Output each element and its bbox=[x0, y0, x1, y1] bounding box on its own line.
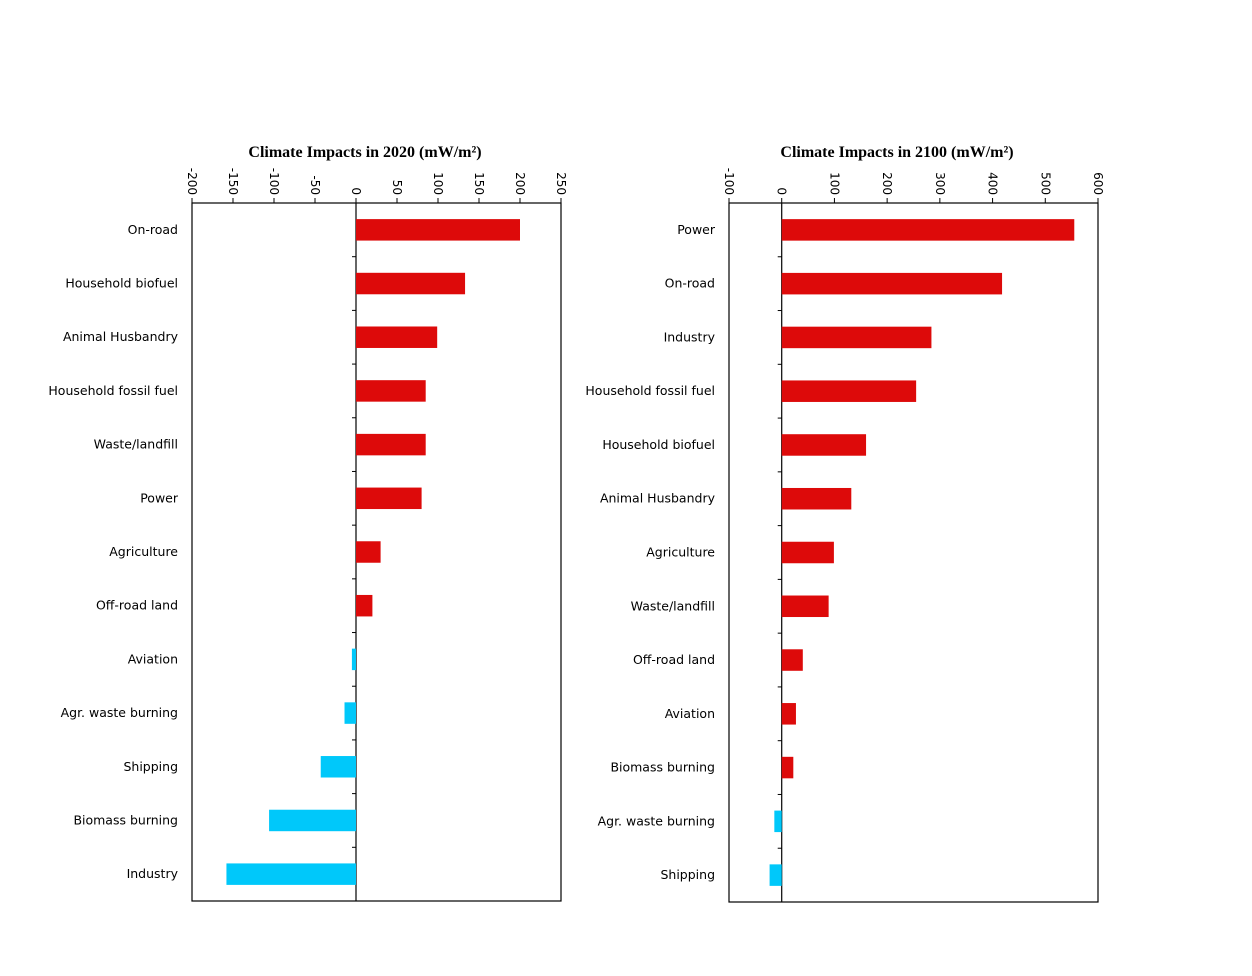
bar bbox=[781, 649, 803, 671]
category-label: Agriculture bbox=[646, 545, 715, 560]
bar bbox=[781, 326, 932, 349]
category-label: On-road bbox=[665, 276, 715, 291]
category-label: Power bbox=[677, 222, 716, 237]
category-label: Industry bbox=[127, 866, 179, 881]
bar bbox=[769, 864, 782, 886]
category-label: Off-road land bbox=[633, 652, 715, 667]
plot-frame bbox=[191, 202, 562, 902]
plot-frame bbox=[728, 202, 1099, 903]
x-tick-label: 0 bbox=[775, 187, 789, 195]
x-tick-label: -150 bbox=[226, 168, 240, 195]
bar bbox=[356, 487, 422, 510]
bar bbox=[226, 863, 356, 885]
bar bbox=[320, 756, 356, 778]
category-label: Household fossil fuel bbox=[585, 383, 715, 398]
bar bbox=[781, 272, 1003, 295]
bar bbox=[781, 703, 796, 725]
category-label: Biomass burning bbox=[73, 812, 178, 827]
chart-title: Climate Impacts in 2100 (mW/m²) bbox=[780, 144, 1013, 161]
category-label: Household biofuel bbox=[65, 276, 178, 291]
bar bbox=[781, 541, 834, 564]
x-tick-label: 250 bbox=[554, 172, 568, 195]
bar bbox=[781, 595, 829, 618]
bar bbox=[344, 702, 356, 724]
bar bbox=[356, 433, 426, 456]
category-label: Biomass burning bbox=[610, 760, 715, 775]
bar bbox=[351, 648, 356, 671]
x-tick-label: -200 bbox=[185, 168, 199, 195]
category-label: Industry bbox=[664, 329, 716, 344]
bar bbox=[781, 380, 917, 402]
category-label: Animal Husbandry bbox=[600, 491, 716, 506]
category-label: On-road bbox=[128, 222, 178, 237]
category-label: Agr. waste burning bbox=[61, 705, 178, 720]
x-tick-label: 400 bbox=[986, 172, 1000, 195]
x-tick-label: -100 bbox=[267, 168, 281, 195]
category-label: Waste/landfill bbox=[631, 598, 715, 613]
bar bbox=[269, 809, 356, 832]
x-tick-label: 200 bbox=[513, 172, 527, 195]
category-label: Off-road land bbox=[96, 598, 178, 613]
bar bbox=[781, 487, 852, 510]
category-label: Shipping bbox=[123, 759, 178, 774]
chart-title: Climate Impacts in 2020 (mW/m²) bbox=[248, 144, 481, 161]
chart-2100: Climate Impacts in 2100 (mW/m²) -100 0 100 2… bbox=[585, 144, 1105, 903]
category-label: Agriculture bbox=[109, 544, 178, 559]
x-tick-label: 500 bbox=[1038, 172, 1052, 195]
x-tick-label: 150 bbox=[472, 172, 486, 195]
x-tick-label: 300 bbox=[933, 172, 947, 195]
bar bbox=[781, 756, 794, 779]
bar bbox=[781, 219, 1075, 241]
x-tick-label: -100 bbox=[722, 168, 736, 195]
x-tick-label: 100 bbox=[827, 172, 841, 195]
category-label: Household fossil fuel bbox=[48, 383, 178, 398]
category-label: Aviation bbox=[128, 651, 178, 666]
x-tick-label: 0 bbox=[349, 187, 363, 195]
bar bbox=[356, 594, 373, 617]
chart-2020: Climate Impacts in 2020 (mW/m²) -200 -150 -… bbox=[48, 144, 568, 902]
bar bbox=[356, 380, 426, 402]
bar bbox=[781, 434, 867, 456]
bar bbox=[356, 541, 381, 563]
category-label: Animal Husbandry bbox=[63, 329, 179, 344]
x-tick-label: -50 bbox=[308, 175, 322, 195]
category-label: Power bbox=[140, 490, 179, 505]
bar bbox=[774, 810, 782, 833]
bar bbox=[356, 272, 466, 295]
category-label: Waste/landfill bbox=[94, 437, 178, 452]
category-label: Shipping bbox=[660, 867, 715, 882]
x-tick-label: 200 bbox=[880, 172, 894, 195]
bar bbox=[356, 326, 438, 348]
x-tick-label: 50 bbox=[390, 180, 404, 195]
category-label: Agr. waste burning bbox=[598, 813, 715, 828]
category-label: Aviation bbox=[665, 706, 715, 721]
category-label: Household biofuel bbox=[602, 437, 715, 452]
bar bbox=[356, 219, 520, 241]
x-tick-label: 100 bbox=[431, 172, 445, 195]
x-tick-label: 600 bbox=[1091, 172, 1105, 195]
